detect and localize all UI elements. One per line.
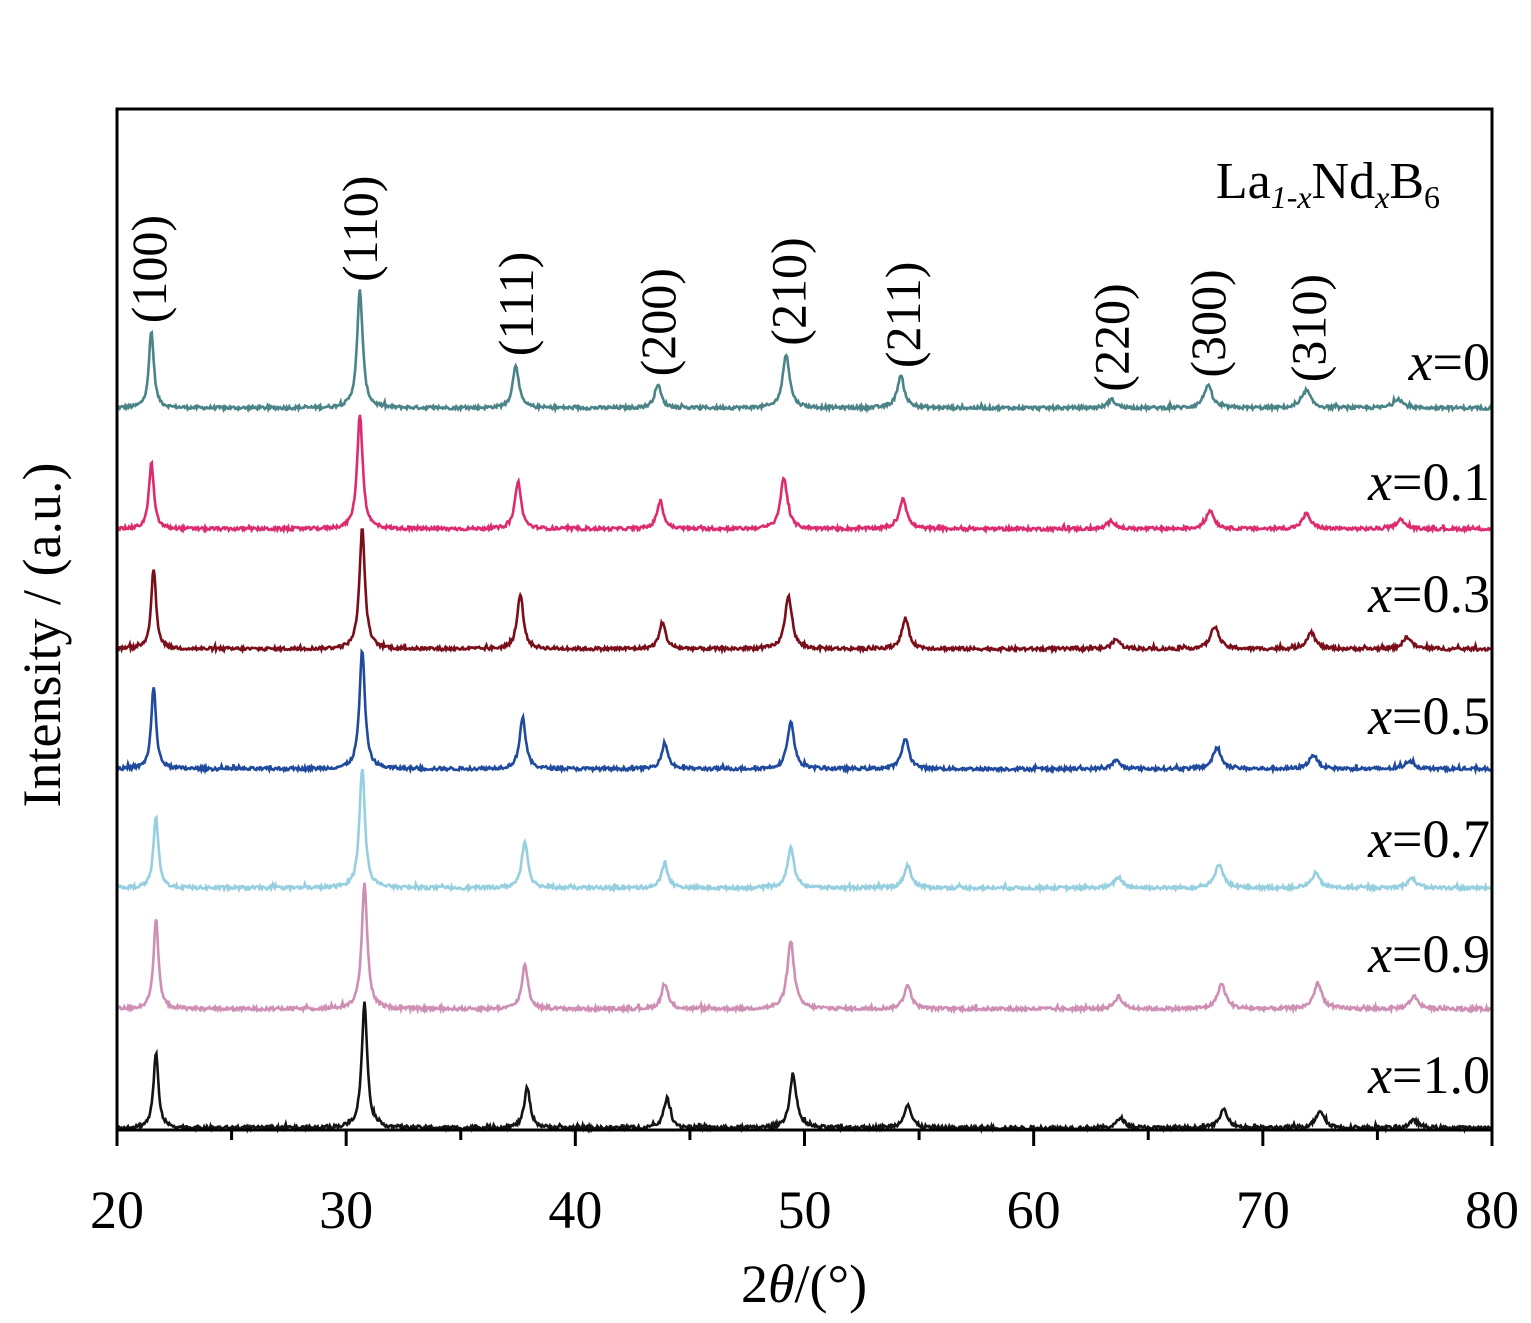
series-line-x=1.0 — [115, 1001, 1493, 1135]
x-tick-label-40: 40 — [548, 1180, 602, 1240]
series-traces — [115, 289, 1494, 1135]
series-label-x=1.0: x=1.0 — [1367, 1045, 1490, 1105]
x-axis: 20 30 40 50 60 70 80 — [90, 1130, 1519, 1240]
plot-frame — [115, 107, 1494, 1132]
y-axis-label: Intensity / (a.u.) — [12, 463, 72, 808]
peak-label-211: (211) — [875, 262, 931, 368]
x-tick-label-50: 50 — [778, 1180, 832, 1240]
x-tick-label-20: 20 — [90, 1180, 144, 1240]
series-line-x=0.9 — [116, 882, 1493, 1016]
chart-title: La1-xNdxB6 — [1216, 153, 1440, 215]
peak-label-100: (100) — [121, 215, 177, 323]
peak-label-110: (110) — [332, 176, 388, 282]
x-tick-label-60: 60 — [1007, 1180, 1061, 1240]
peak-label-200: (200) — [630, 268, 686, 376]
series-line-x=0.7 — [115, 768, 1494, 895]
series-line-x=0 — [117, 289, 1493, 414]
peak-label-300: (300) — [1180, 269, 1236, 377]
series-label-x=0: x=0 — [1408, 332, 1490, 392]
series-labels: x=0 x=0.1 x=0.3 x=0.5 x=0.7 x=0.9 x=1.0 — [1367, 332, 1490, 1105]
series-line-x=0.5 — [115, 648, 1494, 776]
peak-label-310: (310) — [1281, 274, 1337, 382]
peak-labels: (100) (110) (111) (200) (210) (211) (220) (300)… — [121, 176, 1337, 392]
series-label-x=0.9: x=0.9 — [1367, 924, 1490, 984]
x-axis-label: 2θ/(°) — [741, 1254, 867, 1314]
series-line-x=0.3 — [116, 528, 1493, 655]
x-tick-label-80: 80 — [1465, 1180, 1519, 1240]
x-tick-label-30: 30 — [319, 1180, 373, 1240]
series-line-x=0.1 — [116, 414, 1494, 535]
series-label-x=0.5: x=0.5 — [1367, 686, 1490, 746]
x-tick-label-70: 70 — [1236, 1180, 1290, 1240]
peak-label-220: (220) — [1084, 283, 1140, 391]
series-label-x=0.1: x=0.1 — [1367, 452, 1490, 512]
peak-label-111: (111) — [488, 252, 544, 357]
series-label-x=0.3: x=0.3 — [1367, 564, 1490, 624]
series-label-x=0.7: x=0.7 — [1367, 809, 1490, 869]
peak-label-210: (210) — [761, 237, 817, 345]
